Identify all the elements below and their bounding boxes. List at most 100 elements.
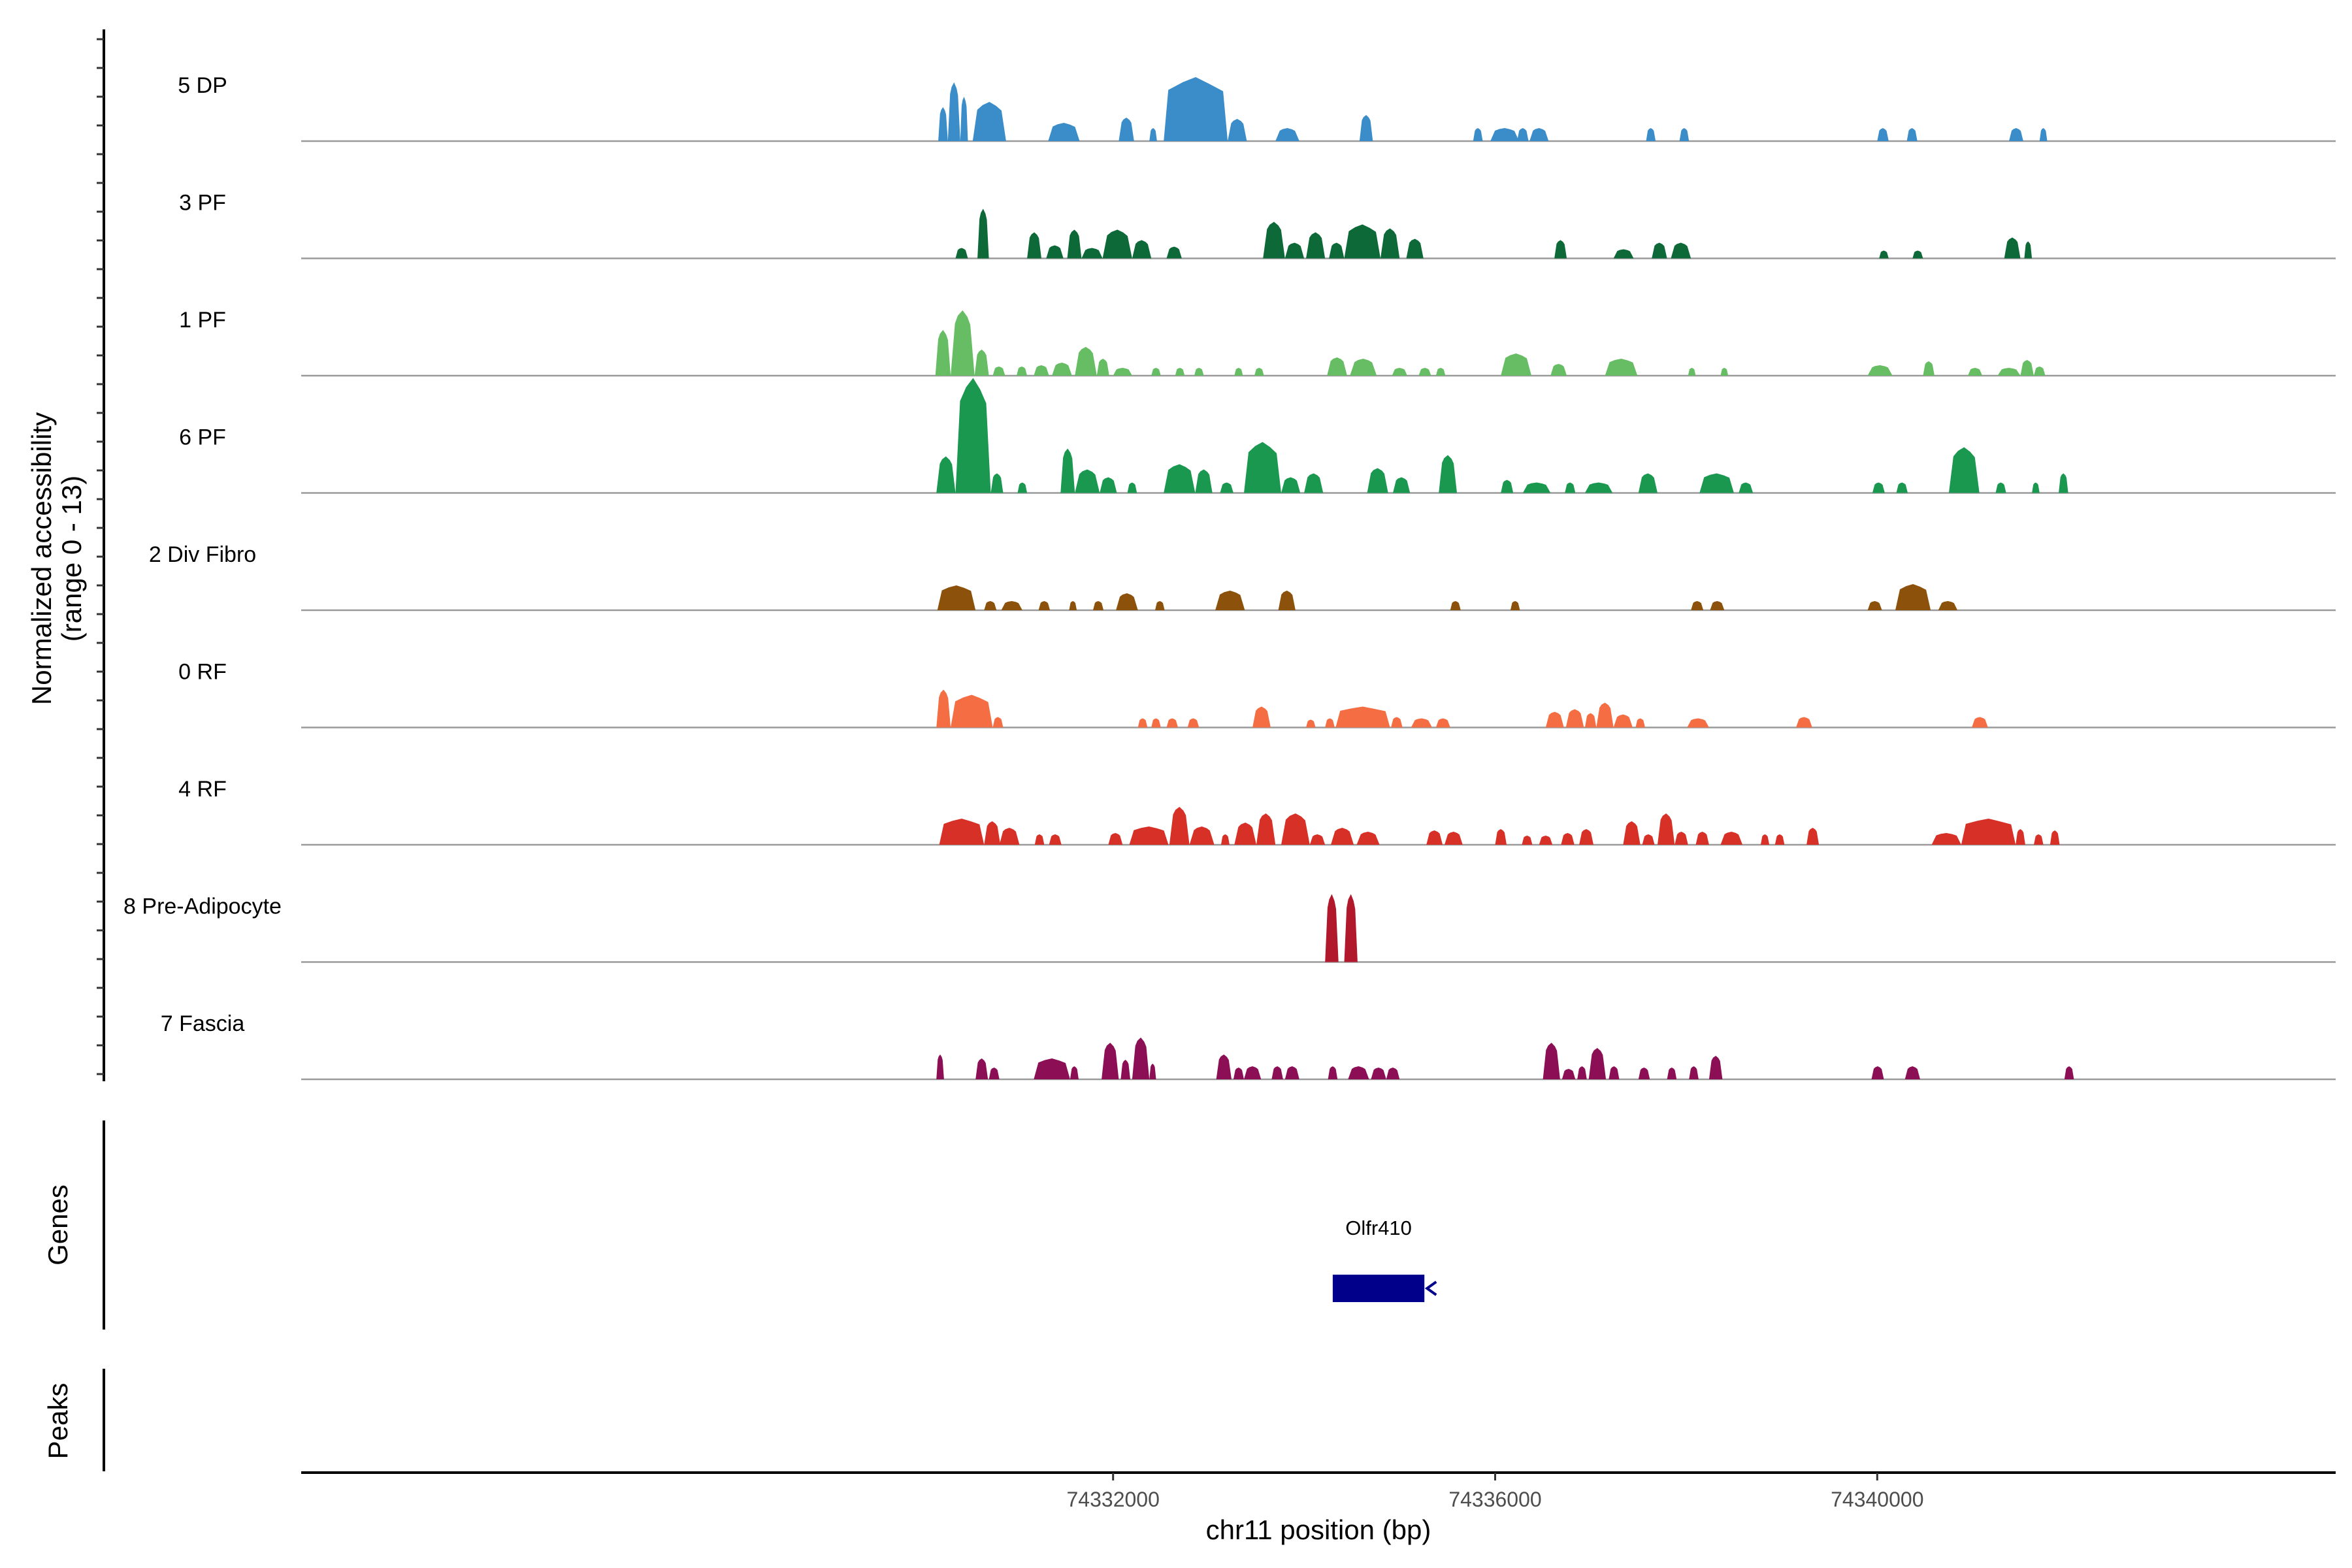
track-label: 0 RF [178, 660, 227, 685]
peak-area [1306, 232, 1326, 259]
peak-area [1371, 1068, 1386, 1079]
gene-track: Olfr410 [1332, 1217, 1437, 1302]
peak-area [1102, 229, 1132, 259]
peak-area [1550, 364, 1567, 376]
peak-area [1543, 1043, 1560, 1079]
peak-area [1100, 477, 1117, 493]
peak-area [1027, 232, 1041, 259]
peak-area [1166, 246, 1182, 259]
peak-area [1175, 368, 1185, 376]
peak-area [1132, 1037, 1150, 1079]
peak-area [990, 473, 1004, 493]
peak-area [1948, 447, 1980, 493]
track-6-pf: 6 PF [179, 378, 2336, 494]
coverage-tracks: 5 DP 3 PF 1 PF 6 PF 2 Div Fibro 0 RF 4 RF 8 Pre… [123, 73, 2336, 1081]
peak-area [1529, 128, 1549, 141]
peak-area [1774, 834, 1785, 845]
peak-area [937, 585, 976, 610]
peak-area [1278, 591, 1296, 610]
peak-area [1325, 894, 1339, 962]
peak-area [984, 601, 997, 610]
peak-area [1284, 242, 1305, 259]
peak-area [1687, 718, 1709, 728]
peak-area [1220, 482, 1233, 493]
strand-arrow-icon [1424, 1281, 1437, 1296]
peak-area [1739, 482, 1754, 493]
peak-area [2020, 360, 2034, 376]
peak-area [1584, 713, 1597, 728]
peak-area [1938, 601, 1958, 610]
peak-area [951, 694, 993, 728]
y-axis-title-line-1: Normalized accessibility [26, 412, 57, 705]
peak-area [1348, 1066, 1369, 1079]
peak-area [1931, 833, 1961, 845]
coverage-y-axis-ticks [97, 38, 104, 1075]
peak-area [988, 1068, 1000, 1079]
peak-area [2016, 829, 2025, 845]
peak-area [975, 1058, 988, 1079]
peak-area [2032, 482, 2040, 493]
peak-area [1344, 224, 1380, 259]
peak-area [2064, 1066, 2074, 1079]
peak-area [1565, 709, 1584, 728]
peak-area [1034, 365, 1049, 376]
peak-area [1796, 717, 1812, 728]
peak-area [974, 350, 989, 376]
peak-area [1972, 717, 1988, 728]
peak-area [1187, 718, 1200, 728]
peak-area [1367, 468, 1388, 493]
peak-area [1017, 482, 1028, 493]
y-axis-title-line-2: (range 0 - 13) [56, 476, 87, 642]
gene-label: Olfr410 [1345, 1217, 1412, 1239]
peak-area [1450, 601, 1461, 610]
peak-area [1439, 455, 1457, 493]
peak-area [1309, 834, 1326, 845]
peak-area [1638, 1068, 1650, 1079]
peak-area [1052, 363, 1072, 376]
peak-area [999, 828, 1020, 845]
peak-area [1129, 826, 1169, 845]
x-tick-label: 74336000 [1448, 1488, 1541, 1511]
track-label: 4 RF [178, 777, 227, 802]
peak-area [1674, 832, 1688, 845]
peak-area [1545, 711, 1564, 728]
peak-area [1658, 813, 1675, 845]
peak-area [1667, 1068, 1677, 1079]
peak-area [1426, 830, 1443, 845]
track-0-rf: 0 RF [178, 660, 2336, 728]
peak-area [1132, 240, 1152, 259]
gene-body [1332, 1275, 1425, 1302]
peak-area [1445, 832, 1463, 845]
track-label: 6 PF [179, 425, 226, 450]
peak-area [1635, 718, 1645, 728]
peak-area [1049, 834, 1062, 845]
peak-area [1189, 826, 1215, 845]
track-label: 7 Fascia [161, 1011, 245, 1036]
peak-area [1048, 123, 1080, 141]
peak-area [1720, 368, 1729, 376]
peak-area [2004, 237, 2021, 259]
track-3-pf: 3 PF [179, 191, 2336, 259]
peak-area [1244, 1066, 1262, 1079]
peak-area [1561, 1069, 1576, 1079]
peak-area [1565, 482, 1576, 493]
track-label: 8 Pre-Adipocyte [123, 894, 282, 919]
track-2-div-fibro: 2 Div Fibro [149, 542, 2336, 612]
peak-area [1164, 77, 1228, 141]
peak-area [984, 821, 1001, 845]
peak-area [1254, 368, 1264, 376]
peak-area [1046, 245, 1064, 259]
peak-area [1609, 1066, 1620, 1079]
peak-area [1215, 591, 1245, 610]
peak-area [1904, 1066, 1920, 1079]
peak-area [1263, 221, 1285, 259]
peak-area [1119, 118, 1134, 141]
peak-area [2009, 128, 2023, 141]
peak-area [1652, 242, 1667, 259]
peak-area [938, 107, 948, 141]
peak-area [1912, 250, 1923, 259]
peak-area [1151, 368, 1161, 376]
peak-area [1638, 473, 1658, 493]
peak-area [1997, 368, 2021, 376]
peak-area [1501, 353, 1531, 376]
